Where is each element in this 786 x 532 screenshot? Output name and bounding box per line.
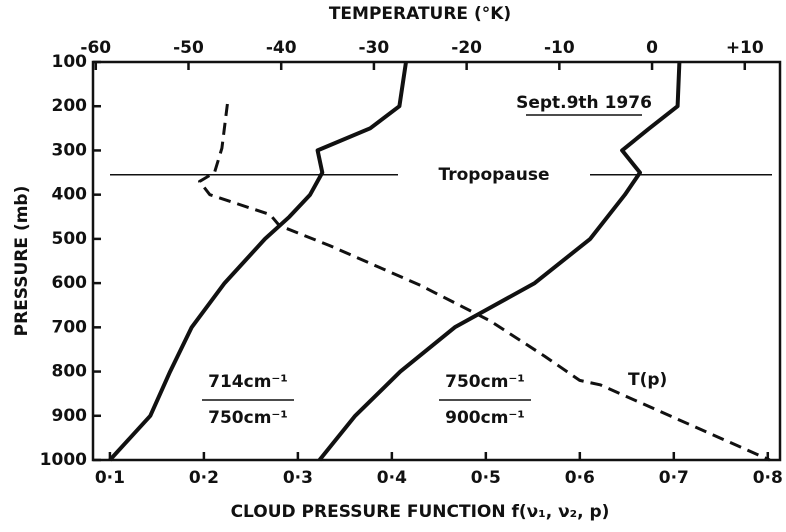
x2-tick-label: -10 bbox=[544, 38, 575, 58]
y-tick-label: 200 bbox=[52, 96, 88, 116]
series-label: T(p) bbox=[628, 370, 667, 390]
x2-tick-label: +10 bbox=[726, 38, 764, 58]
x-tick-label: 0·8 bbox=[753, 468, 783, 488]
series-label: 750cm⁻¹ bbox=[445, 372, 525, 392]
x2-tick-label: -30 bbox=[359, 38, 390, 58]
x2-tick-label: 0 bbox=[646, 38, 658, 58]
x-tick-label: 0·4 bbox=[377, 468, 407, 488]
y-tick-label: 600 bbox=[52, 273, 88, 293]
series-line bbox=[317, 61, 682, 462]
x-tick-label: 0·5 bbox=[471, 468, 501, 488]
series-line bbox=[198, 103, 771, 462]
y-tick-label: 800 bbox=[52, 362, 88, 382]
x-tick-label: 0·6 bbox=[565, 468, 595, 488]
x2-tick-label: -50 bbox=[173, 38, 204, 58]
series-line bbox=[108, 61, 408, 462]
x2-tick-label: -60 bbox=[80, 38, 111, 58]
x-tick-label: 0·2 bbox=[189, 468, 219, 488]
y-tick-label: 300 bbox=[52, 140, 88, 160]
series-label-denominator: 750cm⁻¹ bbox=[208, 408, 288, 428]
y-axis-label: PRESSURE (mb) bbox=[12, 186, 32, 337]
y-tick-label: 500 bbox=[52, 229, 88, 249]
plot-frame bbox=[91, 60, 782, 462]
tropopause-label: Tropopause bbox=[438, 165, 549, 185]
x2-tick-label: -40 bbox=[266, 38, 297, 58]
x-tick-label: 0·3 bbox=[283, 468, 313, 488]
x-tick-label: 0·1 bbox=[95, 468, 125, 488]
y-tick-label: 400 bbox=[52, 185, 88, 205]
series-label-denominator: 900cm⁻¹ bbox=[445, 408, 525, 428]
x-axis-label: CLOUD PRESSURE FUNCTION f(ν₁, ν₂, p) bbox=[231, 502, 610, 522]
x-tick-label: 0·7 bbox=[659, 468, 689, 488]
x2-tick-label: -20 bbox=[451, 38, 482, 58]
date-annotation: Sept.9th 1976 bbox=[516, 93, 652, 113]
series-label: 714cm⁻¹ bbox=[208, 372, 288, 392]
y-tick-label: 700 bbox=[52, 317, 88, 337]
y-tick-label: 1000 bbox=[40, 450, 87, 470]
y-tick-label: 900 bbox=[52, 406, 88, 426]
y-tick-label: 100 bbox=[52, 52, 88, 72]
x2-axis-label: TEMPERATURE (°K) bbox=[329, 4, 511, 24]
